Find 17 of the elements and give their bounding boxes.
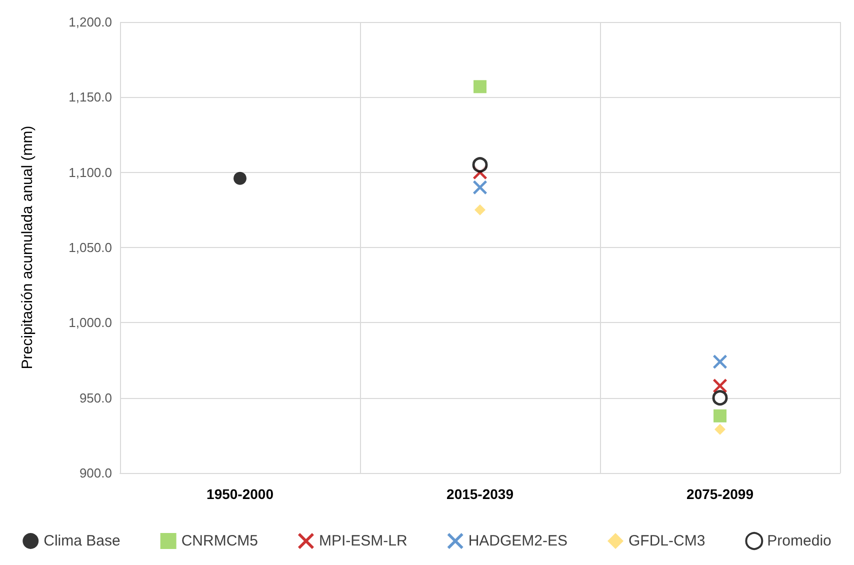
legend-label: Promedio — [767, 532, 832, 550]
x-tick-label: 1950-2000 — [206, 486, 274, 502]
y-tick-label: 900.0 — [79, 466, 112, 480]
y-tick-label: 1,100.0 — [68, 164, 112, 180]
x-tick-label: 2075-2099 — [686, 486, 754, 502]
y-axis-title: Precipitación acumulada anual (mm) — [19, 126, 36, 370]
legend-label: CNRMCM5 — [181, 532, 258, 550]
y-tick-label: 1,000.0 — [68, 315, 112, 330]
legend-label: MPI-ESM-LR — [318, 532, 408, 550]
y-tick-label: 950.0 — [79, 390, 112, 406]
x-tick-label: 2015-2039 — [446, 486, 514, 502]
legend-label: GFDL-CM3 — [628, 532, 706, 550]
y-tick-label: 1,200.0 — [68, 14, 112, 30]
y-tick-label: 1,050.0 — [68, 240, 112, 255]
legend-label: Clima Base — [44, 532, 120, 550]
legend-label: HADGEM2-ES — [468, 532, 568, 550]
y-tick-label: 1,150.0 — [68, 90, 112, 105]
